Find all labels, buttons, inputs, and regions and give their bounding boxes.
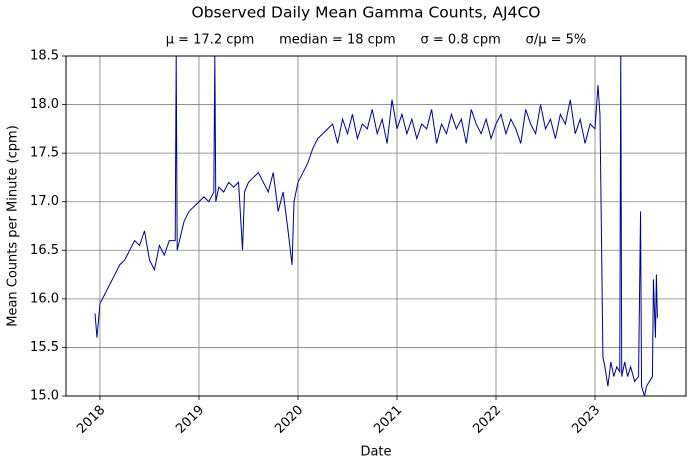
y-tick-label: 16.5 (30, 243, 59, 258)
y-tick-label: 16.0 (30, 291, 59, 306)
x-tick-label: 2019 (173, 403, 207, 437)
data-line (94, 56, 658, 396)
y-tick-label: 17.0 (30, 194, 59, 209)
x-tick-label: 2021 (371, 403, 405, 437)
y-tick-label: 18.0 (30, 97, 59, 112)
y-tick-label: 15.5 (30, 340, 59, 355)
y-axis-label: Mean Counts per Minute (cpm) (6, 125, 21, 327)
x-tick-label: 2022 (470, 403, 504, 437)
chart-title: Observed Daily Mean Gamma Counts, AJ4CO (192, 4, 541, 22)
x-tick-label: 2023 (569, 403, 603, 437)
plot-frame (65, 55, 687, 397)
x-axis-label: Date (360, 445, 391, 460)
y-tick-label: 17.5 (30, 146, 59, 161)
y-tick-label: 15.0 (30, 389, 59, 404)
x-tick-label: 2018 (74, 403, 108, 437)
y-tick-label: 18.5 (30, 49, 59, 64)
x-tick-label: 2020 (272, 403, 306, 437)
chart-subtitle: μ = 17.2 cpm median = 18 cpm σ = 0.8 cpm… (166, 33, 587, 48)
